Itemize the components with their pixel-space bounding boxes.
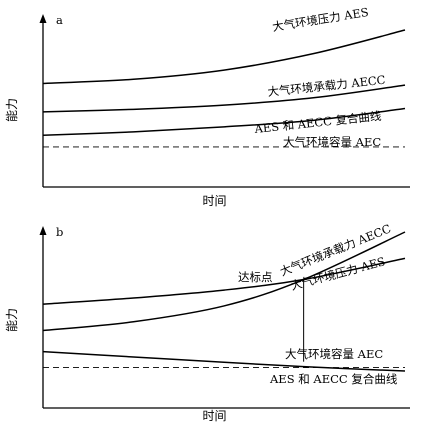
panel-a: a 时间 能力 大气环境压力 AES 大气环境承载力 AECC AES 和 AECC 复合… (5, 5, 410, 208)
series-line-0 (42, 231, 406, 332)
y-axis-label: 能力 (5, 98, 19, 122)
series-line-1 (42, 84, 406, 113)
x-axis-label: 时间 (202, 194, 226, 208)
series-label-3: 大气环境容量 AEC (283, 135, 381, 149)
panel-label: b (56, 225, 63, 239)
series-line-0 (42, 29, 406, 85)
panel-label: a (56, 13, 63, 27)
series-line-2 (42, 107, 406, 136)
x-axis-label: 时间 (202, 409, 226, 423)
y-axis-arrow (39, 226, 47, 235)
series-label-1: 大气环境承载力 AECC (267, 73, 386, 99)
series-label-0: 大气环境压力 AES (271, 5, 369, 34)
annotation-label: 达标点 (238, 270, 273, 284)
y-axis-label: 能力 (5, 308, 19, 332)
series-line-1 (42, 257, 406, 305)
series-label-2: 大气环境容量 AEC (285, 347, 383, 361)
series-label-2: AES 和 AECC 复合曲线 (253, 109, 383, 136)
series-line-3 (42, 350, 406, 372)
series-label-3: AES 和 AECC 复合曲线 (269, 372, 398, 386)
y-axis-arrow (39, 14, 47, 23)
